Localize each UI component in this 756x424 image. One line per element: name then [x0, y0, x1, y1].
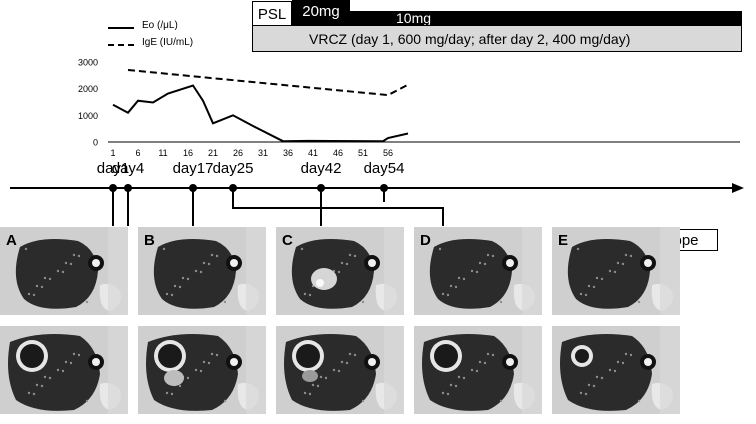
x-tick-label: 56 — [383, 148, 393, 158]
x-tick-label: 16 — [183, 148, 193, 158]
psl-label: PSL — [252, 1, 292, 26]
connector-day25 — [232, 188, 444, 226]
panel-label-d: D — [420, 232, 431, 249]
day-label-day25: day25 — [212, 160, 254, 177]
ct-image-e-upper — [552, 227, 680, 315]
x-tick-label: 26 — [233, 148, 243, 158]
vrcz-bar: VRCZ (day 1, 600 mg/day; after day 2, 40… — [252, 25, 742, 52]
ct-image-c-lower — [276, 326, 404, 414]
timeline — [10, 183, 744, 226]
ct-image-b-upper — [138, 227, 266, 315]
ct-image-b-lower — [138, 326, 266, 414]
x-tick-label: 11 — [158, 148, 167, 158]
panel-label-a: A — [6, 232, 17, 249]
timeline-arrowhead — [732, 183, 744, 193]
day-label-day54: day54 — [363, 160, 405, 177]
ct-image-d-lower — [414, 326, 542, 414]
x-tick-label: 46 — [333, 148, 343, 158]
psl-10mg-bar: 10mg — [350, 10, 742, 26]
x-tick-label: 21 — [208, 148, 218, 158]
psl-10mg-label: 10mg — [396, 10, 432, 26]
psl-20mg-bar: 20mg — [292, 0, 350, 25]
y-tick-label: 1000 — [78, 111, 98, 121]
x-tick-label: 41 — [308, 148, 318, 158]
x-tick-label: 36 — [283, 148, 293, 158]
ct-image-e-lower — [552, 326, 680, 414]
legend-ige-line — [108, 44, 134, 46]
day-label-day42: day42 — [300, 160, 342, 177]
legend-ige-label: IgE (IU/mL) — [142, 37, 194, 48]
ct-image-a-upper — [0, 227, 128, 315]
x-tick-label: 31 — [258, 148, 268, 158]
ige-series-line — [127, 69, 409, 97]
panel-label-e: E — [558, 232, 569, 249]
day-label-day1: day1 — [96, 160, 130, 177]
ct-image-d-upper — [414, 227, 542, 315]
ct-image-c-upper — [276, 227, 404, 315]
eo-series-line — [112, 84, 409, 143]
legend-eo-line — [108, 27, 134, 29]
legend-eo-label: Eo (/μL) — [142, 20, 178, 31]
panel-label-c: C — [282, 232, 293, 249]
y-tick-label: 3000 — [78, 58, 98, 68]
ct-image-a-lower — [0, 326, 128, 414]
x-tick-label: 51 — [358, 148, 368, 158]
y-tick-label: 0 — [93, 138, 98, 148]
x-tick-label: 6 — [135, 148, 140, 158]
day-label-day4: day4 — [111, 160, 145, 177]
x-tick-label: 1 — [110, 148, 115, 158]
panel-label-b: B — [144, 232, 155, 249]
day-label-day17: day17 — [172, 160, 214, 177]
y-tick-label: 2000 — [78, 84, 98, 94]
